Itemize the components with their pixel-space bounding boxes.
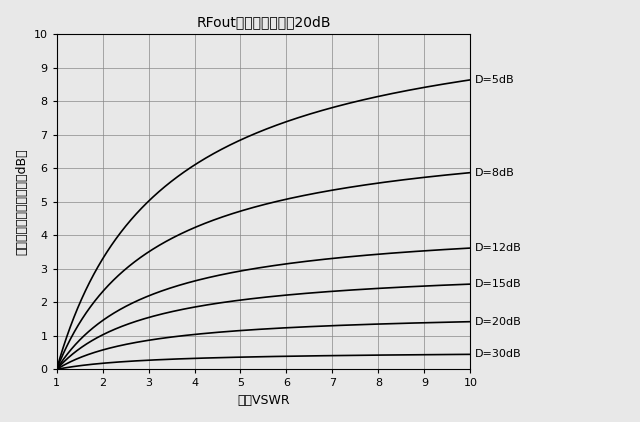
- Title: RFoutリターンロス－20dB: RFoutリターンロス－20dB: [196, 15, 331, 29]
- Text: D=20dB: D=20dB: [475, 316, 522, 327]
- Y-axis label: 電力ピーク対ピーク比（dB）: 電力ピーク対ピーク比（dB）: [15, 149, 28, 255]
- Text: D=15dB: D=15dB: [475, 279, 522, 289]
- Text: D=30dB: D=30dB: [475, 349, 522, 360]
- Text: D=8dB: D=8dB: [475, 168, 515, 178]
- Text: D=5dB: D=5dB: [475, 75, 515, 85]
- Text: D=12dB: D=12dB: [475, 243, 522, 253]
- X-axis label: 負荷VSWR: 負荷VSWR: [237, 394, 290, 407]
